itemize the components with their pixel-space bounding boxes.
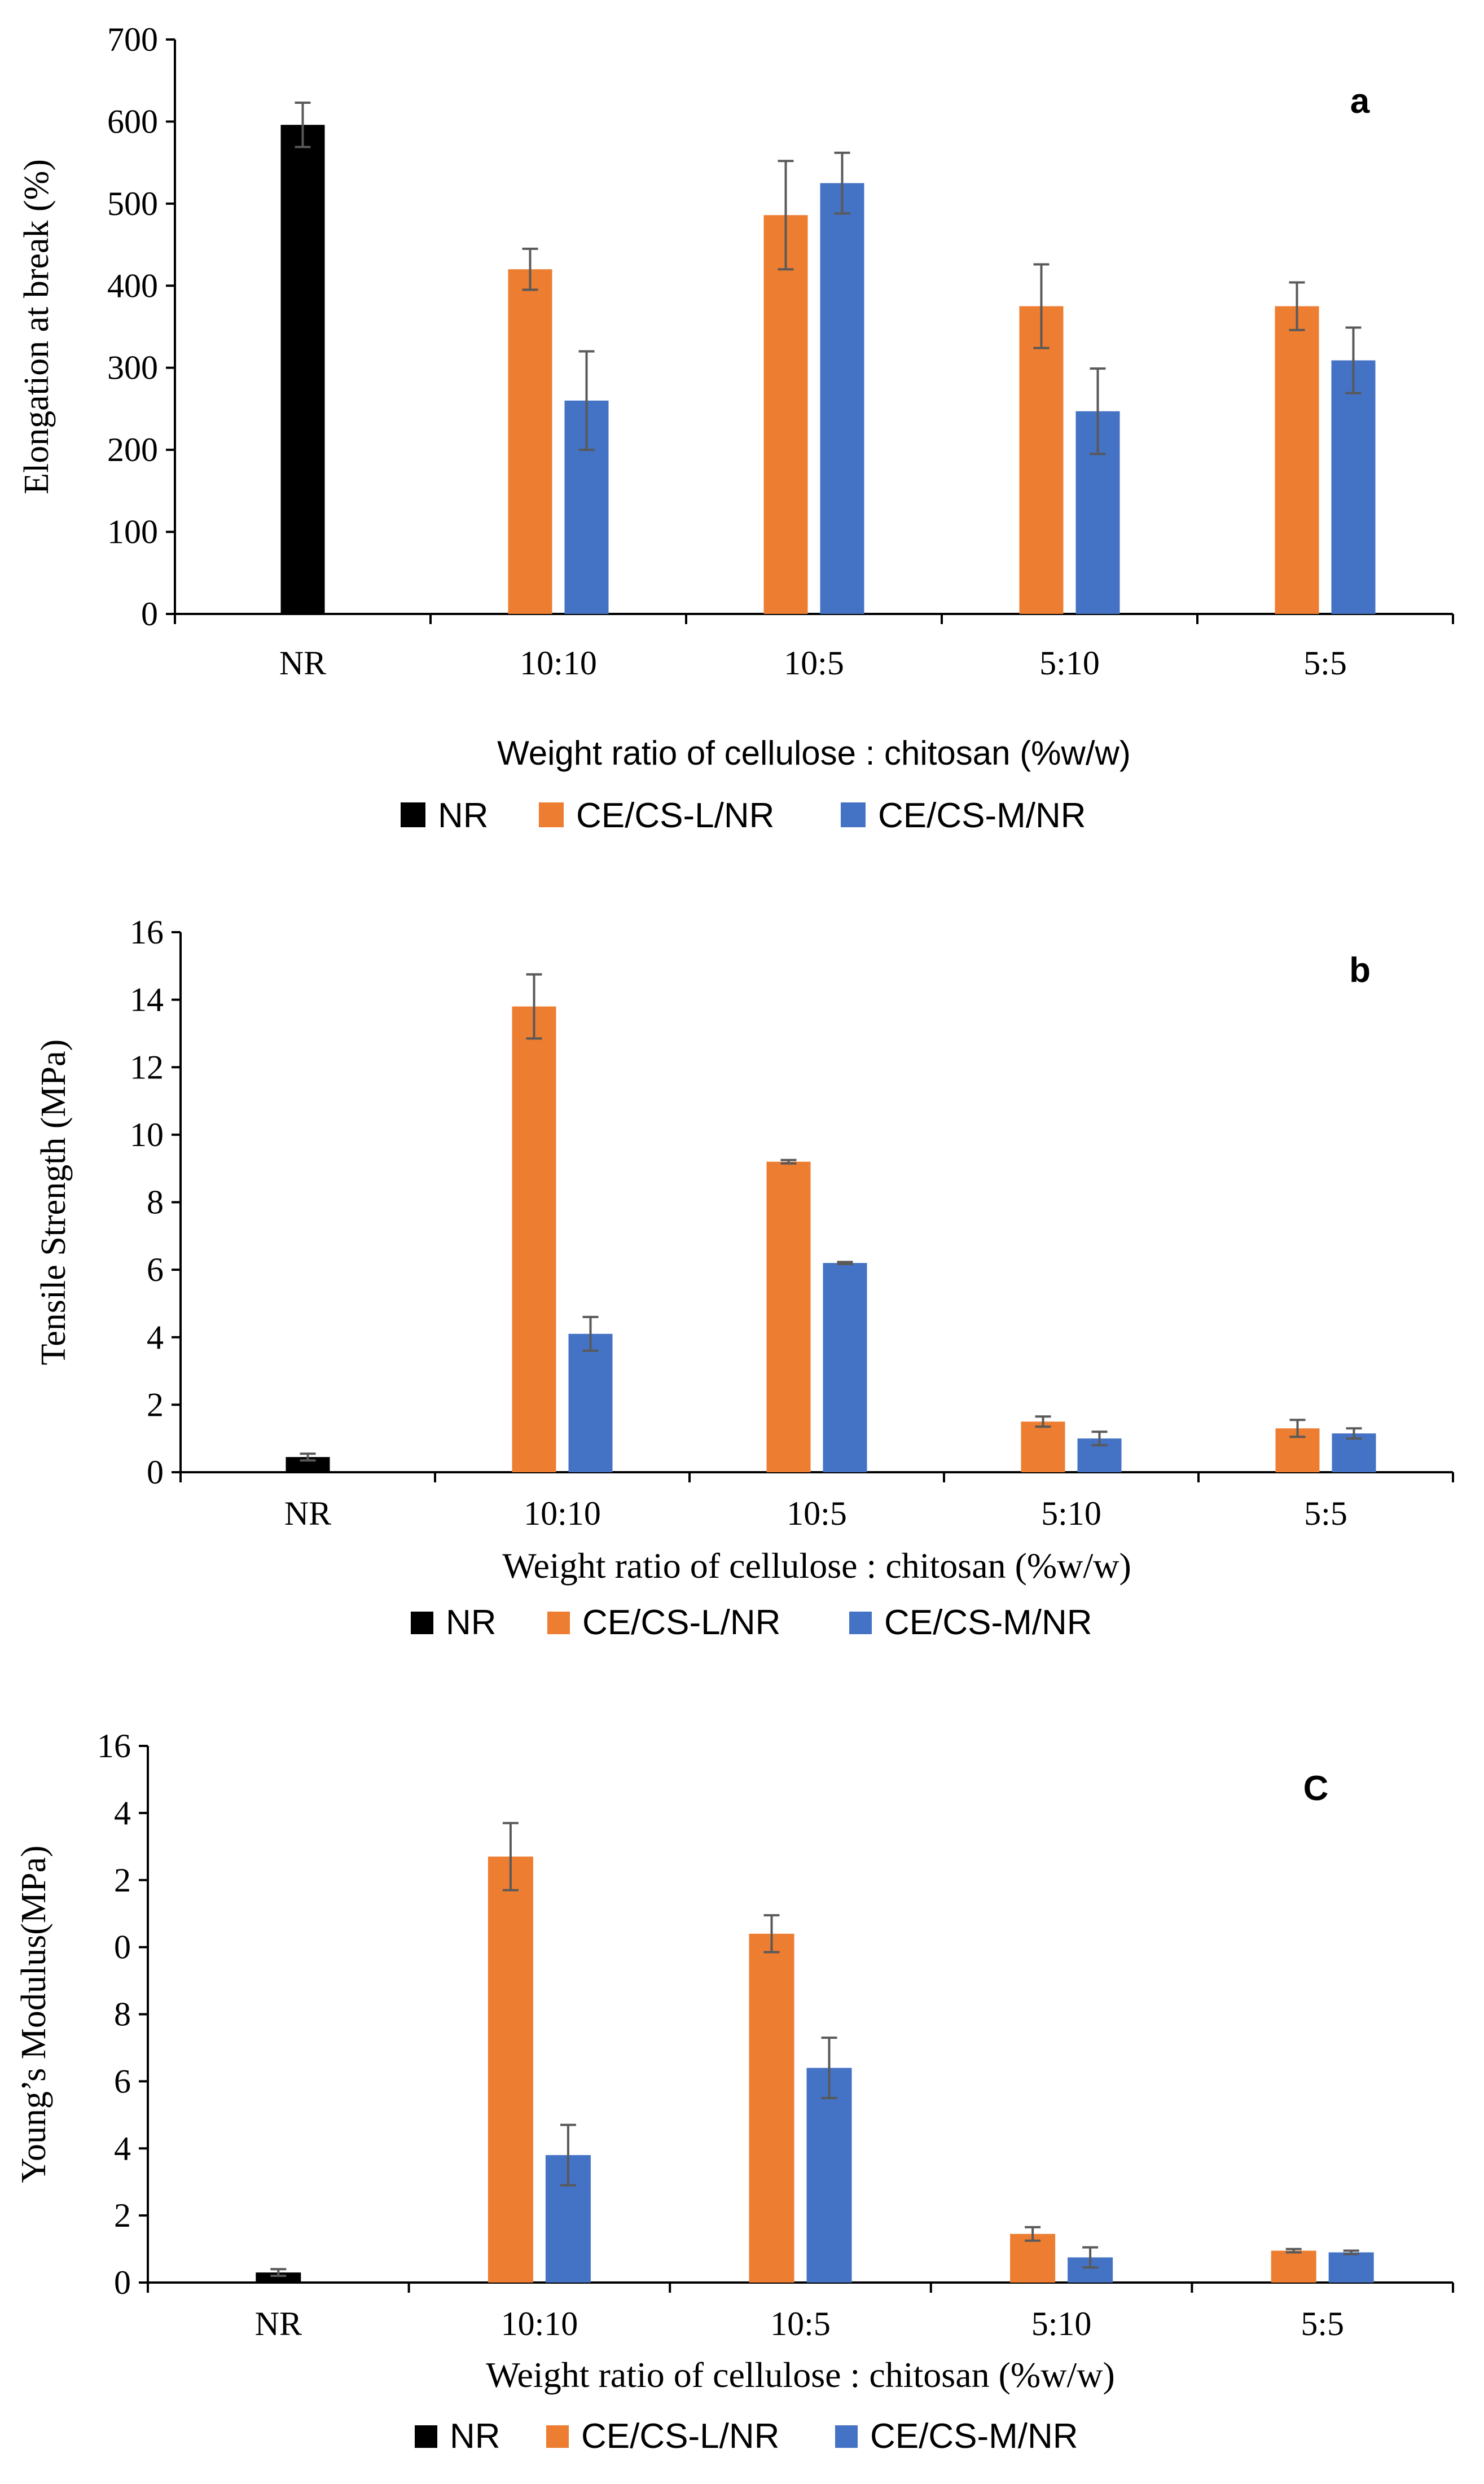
y-tick-label: 16: [97, 1727, 131, 1765]
legend-label: CE/CS-M/NR: [870, 2417, 1078, 2456]
bar-ce-cs-m-nr: [820, 183, 864, 615]
tensile-strength-chart-svg: 0 2 4 6 8 10 12 14 16 NR 10:10 10:5 5:10 5:5 b Tensile …: [0, 846, 1484, 1659]
y-tick-label: 4: [114, 1794, 131, 1832]
y-tick-label: 100: [107, 514, 158, 551]
x-tick-label: NR: [255, 2305, 302, 2342]
y-tick-label: 0: [114, 1929, 131, 1966]
panel-letter: C: [1303, 1769, 1329, 1808]
y-tick-label: 300: [107, 349, 158, 387]
x-tick-label: 10:5: [770, 2305, 831, 2342]
y-tick-label: 700: [107, 21, 158, 58]
x-tick-label: 10:10: [520, 644, 597, 682]
x-tick-label: NR: [279, 644, 326, 682]
bar-nr: [281, 125, 325, 614]
y-axis-title: Tensile Strength (MPa): [34, 1039, 73, 1366]
y-axis-title: Elongation at break (%): [17, 159, 56, 494]
y-tick-label: 6: [147, 1251, 164, 1288]
x-tick-label: NR: [284, 1495, 331, 1532]
x-tick-label: 5:5: [1301, 2305, 1344, 2342]
x-tick-label: 10:10: [501, 2305, 578, 2342]
legend-swatch: [546, 2425, 569, 2448]
y-tick-label: 0: [147, 1454, 164, 1491]
legend-swatch: [401, 802, 425, 827]
bar-ce-cs-m-nr: [823, 1263, 867, 1472]
legend-label: CE/CS-L/NR: [576, 796, 774, 835]
legend-label: NR: [438, 796, 489, 835]
bar-ce-cs-l-nr: [749, 1934, 794, 2283]
legend-swatch: [841, 802, 866, 827]
legend-label: CE/CS-L/NR: [582, 1603, 780, 1642]
x-tick-label: 5:5: [1303, 644, 1347, 682]
x-tick-label: 10:5: [784, 644, 844, 682]
y-tick-label: 400: [107, 267, 158, 304]
legend-label: CE/CS-M/NR: [884, 1603, 1092, 1642]
legend-swatch: [539, 802, 564, 827]
y-tick-label: 600: [107, 103, 158, 140]
x-axis-title: Weight ratio of cellulose : chitosan (%w…: [502, 1546, 1131, 1586]
bar-ce-cs-l-nr: [1020, 306, 1064, 614]
bar-ce-cs-l-nr: [508, 269, 552, 614]
y-tick-label: 10: [130, 1116, 164, 1153]
y-tick-label: 8: [114, 1996, 131, 2033]
bar-ce-cs-l-nr: [488, 1857, 533, 2283]
legend-swatch: [547, 1612, 570, 1634]
legend-label: NR: [450, 2417, 500, 2456]
bar-ce-cs-l-nr: [1021, 1421, 1065, 1472]
legend-label: NR: [446, 1603, 497, 1642]
y-tick-label: 14: [130, 981, 164, 1019]
y-tick-label: 4: [147, 1319, 164, 1356]
y-tick-label: 16: [130, 914, 164, 951]
youngs-modulus-chart-svg: 0 2 4 6 8 0 2 4 16 NR 10:10 10:5 5:10 5:5 C Young’s Mod…: [0, 1659, 1484, 2484]
y-tick-label: 12: [130, 1048, 164, 1086]
bar-ce-cs-m-nr: [1332, 361, 1376, 614]
bar-ce-cs-m-nr: [807, 2068, 852, 2283]
x-tick-label: 10:10: [524, 1495, 601, 1532]
bar-ce-cs-l-nr: [1271, 2251, 1316, 2283]
legend-swatch: [411, 1612, 433, 1634]
elongation-chart-svg: 0 100 200 300 400 500 600 700 NR 10:10 10:5 5:10 5:5…: [0, 0, 1484, 846]
legend-swatch: [415, 2425, 437, 2448]
y-axis-title: Young’s Modulus(MPa): [15, 1845, 53, 2183]
y-tick-label: 0: [114, 2264, 131, 2301]
y-tick-label: 2: [147, 1386, 164, 1423]
bar-ce-cs-l-nr: [1275, 306, 1319, 614]
x-axis-title: Weight ratio of cellulose : chitosan (%w…: [486, 2355, 1115, 2395]
x-tick-label: 5:10: [1041, 1495, 1101, 1532]
chart-panel-a: 0 100 200 300 400 500 600 700 NR 10:10 10:5 5:10 5:5…: [0, 0, 1484, 846]
y-tick-label: 4: [114, 2130, 131, 2167]
y-tick-label: 0: [141, 595, 158, 633]
legend-swatch: [835, 2425, 858, 2448]
bar-ce-cs-m-nr: [569, 1334, 613, 1472]
y-tick-label: 2: [114, 1862, 131, 1899]
bar-ce-cs-l-nr: [764, 215, 808, 614]
legend-swatch: [849, 1612, 872, 1634]
x-tick-label: 5:10: [1031, 2305, 1092, 2342]
y-tick-label: 6: [114, 2062, 131, 2100]
x-tick-label: 10:5: [787, 1495, 847, 1532]
y-tick-label: 8: [147, 1184, 164, 1221]
panel-letter: a: [1350, 82, 1370, 121]
chart-panel-b: 0 2 4 6 8 10 12 14 16 NR 10:10 10:5 5:10 5:5 b Tensile …: [0, 846, 1484, 1659]
y-tick-label: 500: [107, 185, 158, 222]
x-tick-label: 5:5: [1304, 1495, 1347, 1532]
bar-ce-cs-l-nr: [767, 1162, 811, 1472]
legend-label: CE/CS-M/NR: [878, 796, 1086, 835]
x-tick-label: 5:10: [1039, 644, 1100, 682]
panel-letter: b: [1349, 951, 1371, 990]
bar-ce-cs-l-nr: [512, 1007, 556, 1472]
y-tick-label: 200: [107, 431, 158, 468]
x-axis-title: Weight ratio of cellulose : chitosan (%w…: [497, 734, 1131, 772]
y-tick-label: 2: [114, 2197, 131, 2234]
legend-label: CE/CS-L/NR: [581, 2417, 779, 2456]
bar-ce-cs-m-nr: [1329, 2253, 1374, 2283]
chart-panel-c: 0 2 4 6 8 0 2 4 16 NR 10:10 10:5 5:10 5:5 C Young’s Mod…: [0, 1659, 1484, 2484]
